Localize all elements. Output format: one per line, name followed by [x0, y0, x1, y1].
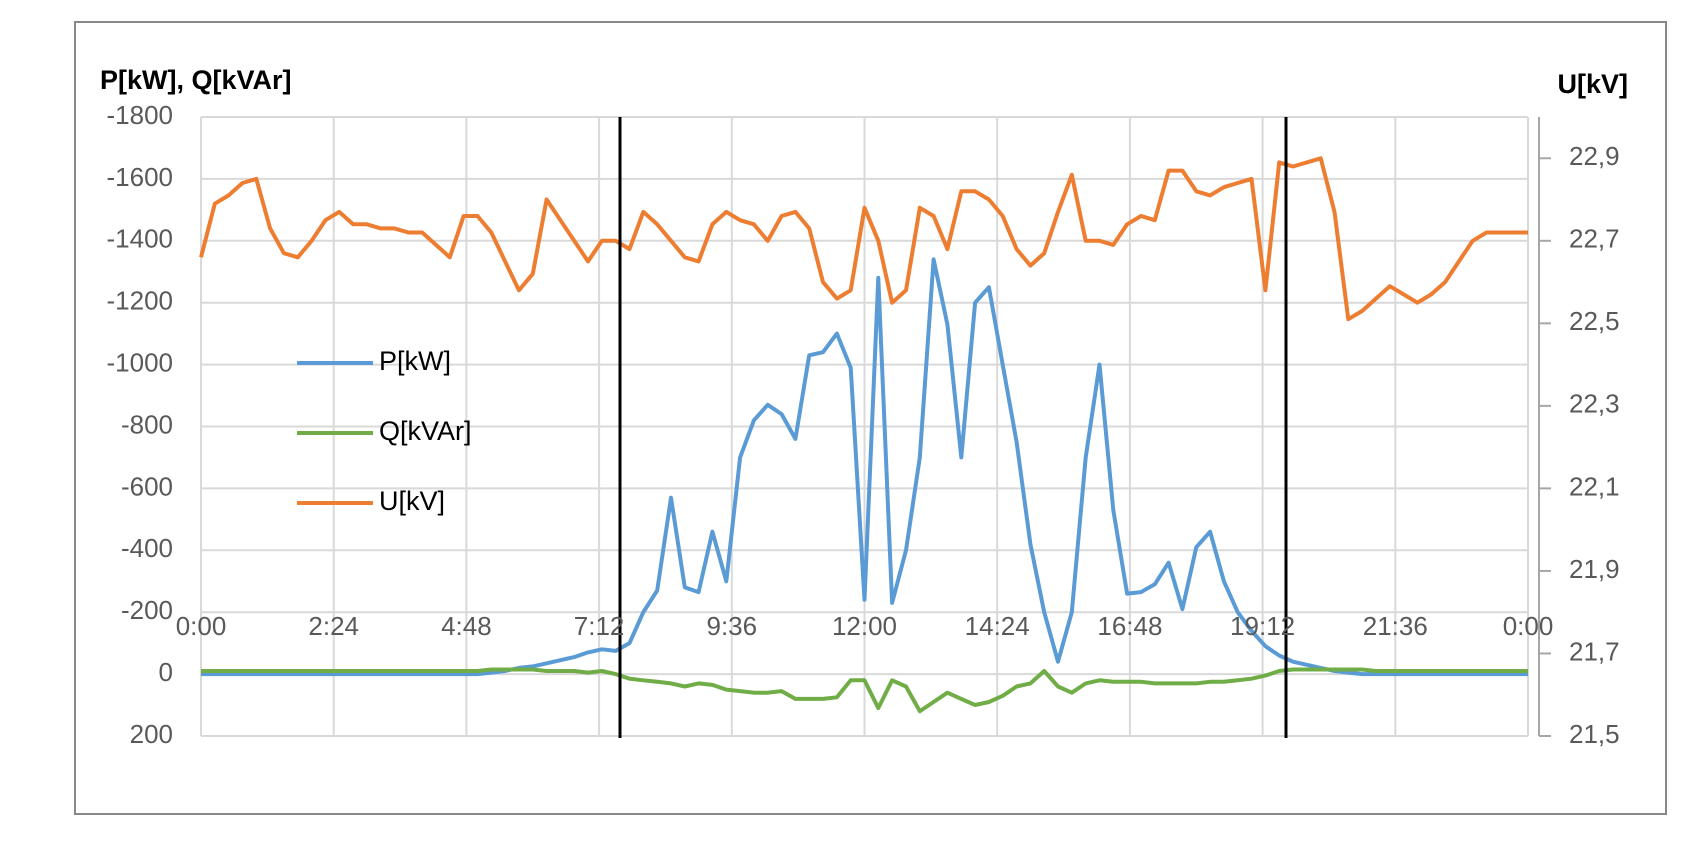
- y-axis-title: P[kW], Q[kVAr]: [100, 65, 292, 95]
- x-tick-label: 19:12: [1230, 611, 1295, 641]
- y2-tick-label: 22,5: [1569, 306, 1620, 336]
- y-tick-label: -1800: [107, 100, 174, 130]
- y2-tick-label: 21,5: [1569, 719, 1620, 749]
- x-tick-label: 0:00: [1503, 611, 1554, 641]
- y2-axis-title: U[kV]: [1557, 69, 1628, 99]
- x-tick-label: 16:48: [1097, 611, 1162, 641]
- y2-tick-label: 22,7: [1569, 224, 1620, 254]
- legend-label: P[kW]: [379, 346, 451, 376]
- y-tick-label: -1600: [107, 162, 174, 192]
- y-tick-label: -1000: [107, 347, 174, 377]
- y-tick-label: -800: [121, 409, 173, 439]
- x-tick-label: 2:24: [308, 611, 359, 641]
- y-tick-label: 0: [159, 657, 173, 687]
- x-tick-label: 12:00: [832, 611, 897, 641]
- x-tick-label: 21:36: [1363, 611, 1428, 641]
- y-tick-label: -400: [121, 533, 173, 563]
- y2-tick-label: 22,1: [1569, 471, 1620, 501]
- labels: -1800 -1600 -1400 -1200 -1000 -800 -600 -400 -20…: [107, 100, 1620, 749]
- y2-tick-label: 21,7: [1569, 636, 1620, 666]
- series-line: [201, 257, 1528, 677]
- y2-tick-label: 22,3: [1569, 389, 1620, 419]
- series-line: [199, 156, 1528, 322]
- plot: [199, 156, 1528, 714]
- y-tick-label: -1200: [107, 286, 174, 316]
- x-tick-label: 0:00: [176, 611, 227, 641]
- y-tick-label: 200: [130, 719, 173, 749]
- x-tick-label: 14:24: [965, 611, 1030, 641]
- y-tick-label: -600: [121, 471, 173, 501]
- y-tick-label: -1400: [107, 224, 174, 254]
- y2-tick-label: 22,9: [1569, 141, 1620, 171]
- y2-tick-label: 21,9: [1569, 554, 1620, 584]
- y-tick-label: -200: [121, 595, 173, 625]
- legend-label: U[kV]: [379, 486, 445, 516]
- x-tick-label: 9:36: [706, 611, 757, 641]
- x-tick-label: 4:48: [441, 611, 492, 641]
- series-line: [201, 667, 1528, 714]
- legend-label: Q[kVAr]: [379, 416, 472, 446]
- x-tick-label: 7:12: [574, 611, 625, 641]
